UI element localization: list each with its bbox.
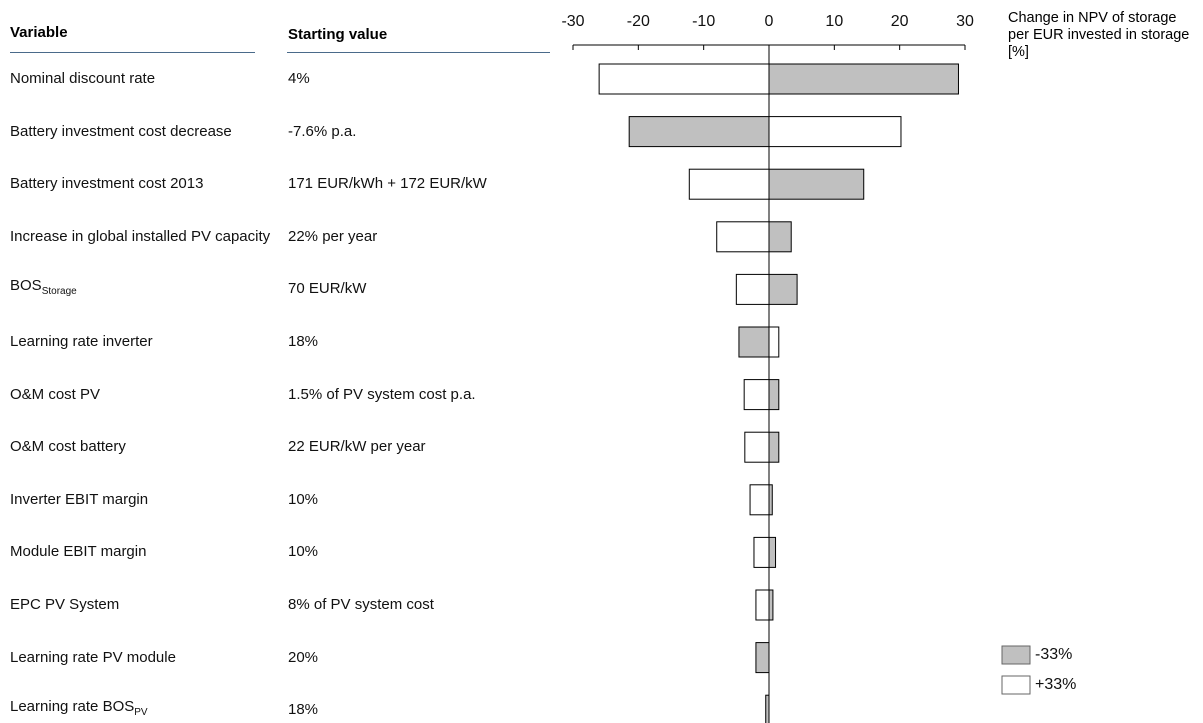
- x-tick-label: -20: [627, 13, 650, 30]
- x-tick-label: -10: [692, 13, 715, 30]
- starting-value: 171 EUR/kWh + 172 EUR/kW: [288, 175, 487, 193]
- variable-text: Battery investment cost 2013: [10, 175, 204, 193]
- variable-label: Learning rate BOSPV: [10, 698, 272, 722]
- variable-text: BOS: [10, 277, 42, 295]
- bar: [768, 168, 865, 200]
- variable-label: Battery investment cost decrease: [10, 123, 272, 141]
- variable-text: Learning rate BOS: [10, 698, 135, 716]
- bar: [768, 116, 902, 148]
- column-header: Starting value: [288, 26, 388, 43]
- bar: [753, 536, 770, 568]
- variable-text: Battery investment cost decrease: [10, 122, 232, 140]
- legend-label: -33%: [1035, 646, 1072, 663]
- variable-label: Learning rate inverter: [10, 333, 272, 351]
- starting-value: 20%: [288, 648, 319, 666]
- variable-subscript: Storage: [41, 286, 77, 298]
- bar: [755, 642, 770, 674]
- bar: [768, 326, 780, 358]
- header-rule: [287, 52, 550, 53]
- legend-swatch: [1001, 645, 1031, 665]
- variable-label: Battery investment cost 2013: [10, 175, 272, 193]
- starting-value: 1.5% of PV system cost p.a.: [288, 385, 476, 403]
- x-tick-label: 10: [825, 13, 843, 30]
- variable-label: Module EBIT margin: [10, 543, 272, 561]
- bar: [688, 168, 770, 200]
- bar: [749, 484, 770, 516]
- bar: [735, 273, 770, 305]
- bar: [738, 326, 770, 358]
- variable-text: Learning rate inverter: [10, 333, 153, 350]
- x-tick-label: -30: [561, 13, 584, 30]
- starting-value: 18%: [288, 701, 319, 719]
- legend-label: +33%: [1035, 676, 1076, 693]
- bar: [768, 536, 777, 568]
- variable-label: O&M cost PV: [10, 386, 272, 404]
- starting-value: 22% per year: [288, 227, 378, 245]
- variable-text: Inverter EBIT margin: [10, 490, 149, 508]
- bar: [744, 431, 770, 463]
- bar: [768, 431, 780, 463]
- variable-text: O&M cost PV: [10, 385, 101, 403]
- axis-label: Change in NPV of storage per EUR investe…: [1008, 10, 1190, 60]
- variable-label: Learning rate PV module: [10, 649, 272, 667]
- starting-value: 10%: [288, 490, 319, 508]
- header-rule: [10, 52, 255, 53]
- starting-value: 10%: [288, 543, 319, 561]
- starting-value: 18%: [288, 333, 319, 350]
- column-header: Variable: [10, 24, 68, 41]
- variable-text: Nominal discount rate: [10, 70, 156, 87]
- starting-value: 4%: [288, 70, 310, 87]
- variable-label: BOSStorage: [10, 277, 272, 301]
- bar: [768, 221, 792, 253]
- variable-text: EPC PV System: [10, 596, 120, 613]
- variable-label: O&M cost battery: [10, 438, 272, 456]
- variable-text: Learning rate PV module: [10, 648, 176, 666]
- bar: [768, 63, 959, 95]
- x-tick-label: 0: [765, 13, 774, 30]
- variable-subscript: PV: [134, 707, 148, 719]
- bar: [743, 379, 770, 411]
- legend-swatch: [1001, 675, 1031, 695]
- bar: [768, 273, 798, 305]
- variable-text: O&M cost battery: [10, 438, 126, 456]
- starting-value: 70 EUR/kW: [288, 280, 367, 298]
- bar: [716, 221, 770, 253]
- variable-label: EPC PV System: [10, 596, 272, 614]
- starting-value: -7.6% p.a.: [288, 122, 357, 140]
- bar: [598, 63, 770, 95]
- starting-value: 8% of PV system cost: [288, 596, 434, 613]
- variable-label: Increase in global installed PV capacity: [10, 228, 272, 246]
- bar: [755, 589, 770, 621]
- variable-text: Module EBIT margin: [10, 543, 147, 561]
- starting-value: 22 EUR/kW per year: [288, 438, 426, 456]
- bar: [768, 379, 780, 411]
- x-tick-label: 30: [956, 13, 974, 30]
- bar: [768, 589, 774, 621]
- x-tick-label: 20: [891, 13, 909, 30]
- variable-text: Increase in global installed PV capacity: [10, 227, 271, 245]
- variable-label: Inverter EBIT margin: [10, 491, 272, 509]
- variable-label: Nominal discount rate: [10, 70, 272, 88]
- bar: [628, 116, 770, 148]
